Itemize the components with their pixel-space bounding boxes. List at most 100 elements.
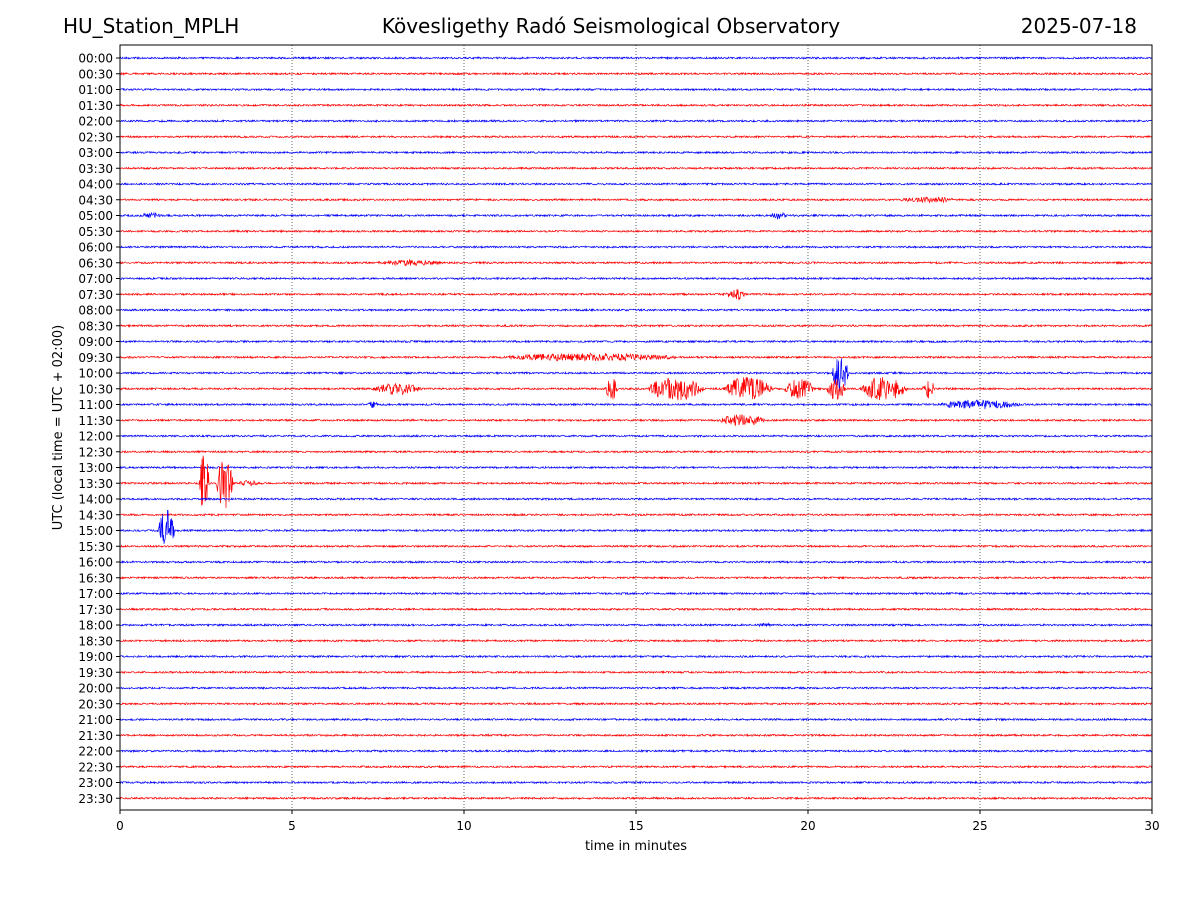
y-tick-label: 06:30 [78,256,113,270]
y-tick-label: 02:00 [78,115,113,129]
trace-1200 [119,433,1153,438]
y-tick-label: 04:00 [78,178,113,192]
y-tick-label: 13:00 [78,461,113,475]
trace-0830 [119,323,1153,328]
y-tick-label: 17:30 [78,603,113,617]
trace-1800 [119,622,1153,628]
trace-1230 [119,449,1153,454]
y-axis-label: UTC (local time = UTC + 02:00) [51,325,66,530]
y-tick-label: 19:00 [78,650,113,664]
y-tick-label: 00:00 [78,52,113,66]
y-tick-label: 14:00 [78,493,113,507]
y-tick-label: 14:30 [78,508,113,522]
y-tick-label: 10:00 [78,367,113,381]
y-tick-label: 01:00 [78,83,113,97]
y-tick-label: 13:30 [78,477,113,491]
y-tick-label: 16:00 [78,556,113,570]
trace-2200 [119,748,1153,754]
x-tick-label: 5 [288,819,296,833]
y-tick-label: 16:30 [78,571,113,585]
y-tick-label: 01:30 [78,99,113,113]
trace-0000 [119,55,1153,61]
y-tick-label: 00:30 [78,67,113,81]
trace-0600 [119,245,1153,250]
trace-1500 [119,509,1153,544]
x-tick-label: 10 [456,819,471,833]
trace-0430 [119,196,1153,204]
trace-0930 [119,352,1153,362]
y-tick-label: 12:00 [78,430,113,444]
x-tick-label: 15 [628,819,643,833]
y-tick-label: 05:00 [78,209,113,223]
x-axis-label: time in minutes [585,839,687,854]
y-tick-label: 03:00 [78,146,113,160]
trace-2230 [119,764,1153,769]
y-tick-label: 21:00 [78,713,113,727]
y-tick-label: 09:00 [78,335,113,349]
x-tick-label: 20 [800,819,815,833]
trace-0100 [119,87,1153,92]
y-tick-label: 20:00 [78,682,113,696]
trace-1030 [119,376,1153,401]
trace-1530 [119,544,1153,549]
y-tick-label: 07:00 [78,272,113,286]
trace-2100 [119,717,1153,722]
y-tick-label: 06:00 [78,241,113,255]
trace-1900 [119,654,1153,659]
trace-1830 [119,638,1153,643]
trace-2030 [119,701,1153,706]
y-tick-label: 03:30 [78,162,113,176]
trace-0800 [119,307,1153,313]
y-tick-label: 02:30 [78,130,113,144]
y-tick-label: 08:30 [78,319,113,333]
trace-2300 [119,780,1153,785]
y-tick-label: 15:30 [78,540,113,554]
station-name: HU_Station_MPLH [63,14,240,38]
y-tick-label: 22:30 [78,760,113,774]
trace-1130 [119,414,1153,427]
y-tick-label: 15:00 [78,524,113,538]
trace-1430 [119,512,1153,517]
y-tick-label: 21:30 [78,729,113,743]
trace-2330 [119,796,1153,801]
y-tick-label: 23:30 [78,792,113,806]
y-tick-label: 10:30 [78,382,113,396]
y-tick-label: 09:30 [78,351,113,365]
y-tick-label: 08:00 [78,304,113,318]
y-tick-label: 18:30 [78,634,113,648]
y-tick-label: 18:00 [78,619,113,633]
y-tick-label: 11:30 [78,414,113,428]
trace-0230 [119,134,1153,139]
y-tick-label: 19:30 [78,666,113,680]
trace-1930 [119,670,1153,675]
trace-0530 [119,229,1153,234]
y-tick-label: 17:00 [78,587,113,601]
y-tick-label: 07:30 [78,288,113,302]
trace-0900 [119,339,1153,344]
trace-2000 [119,685,1153,691]
trace-1600 [119,559,1153,565]
trace-0030 [119,71,1153,76]
y-tick-label: 04:30 [78,193,113,207]
trace-0300 [119,150,1153,155]
trace-0700 [119,276,1153,281]
trace-0330 [119,166,1153,171]
trace-1000 [119,358,1153,392]
trace-0630 [119,258,1153,267]
y-tick-label: 22:00 [78,745,113,759]
x-tick-label: 30 [1144,819,1159,833]
trace-0500 [119,211,1153,220]
y-tick-label: 23:00 [78,776,113,790]
trace-1700 [119,591,1153,596]
trace-1400 [119,496,1153,502]
trace-0130 [119,103,1153,108]
trace-0400 [119,181,1153,187]
trace-2130 [119,733,1153,738]
trace-1100 [119,399,1153,410]
trace-0730 [119,289,1153,301]
x-tick-label: 0 [116,819,124,833]
y-tick-label: 11:00 [78,398,113,412]
trace-1730 [119,607,1153,612]
chart-title: Kövesligethy Radó Seismological Observat… [381,14,841,38]
y-tick-label: 20:30 [78,697,113,711]
